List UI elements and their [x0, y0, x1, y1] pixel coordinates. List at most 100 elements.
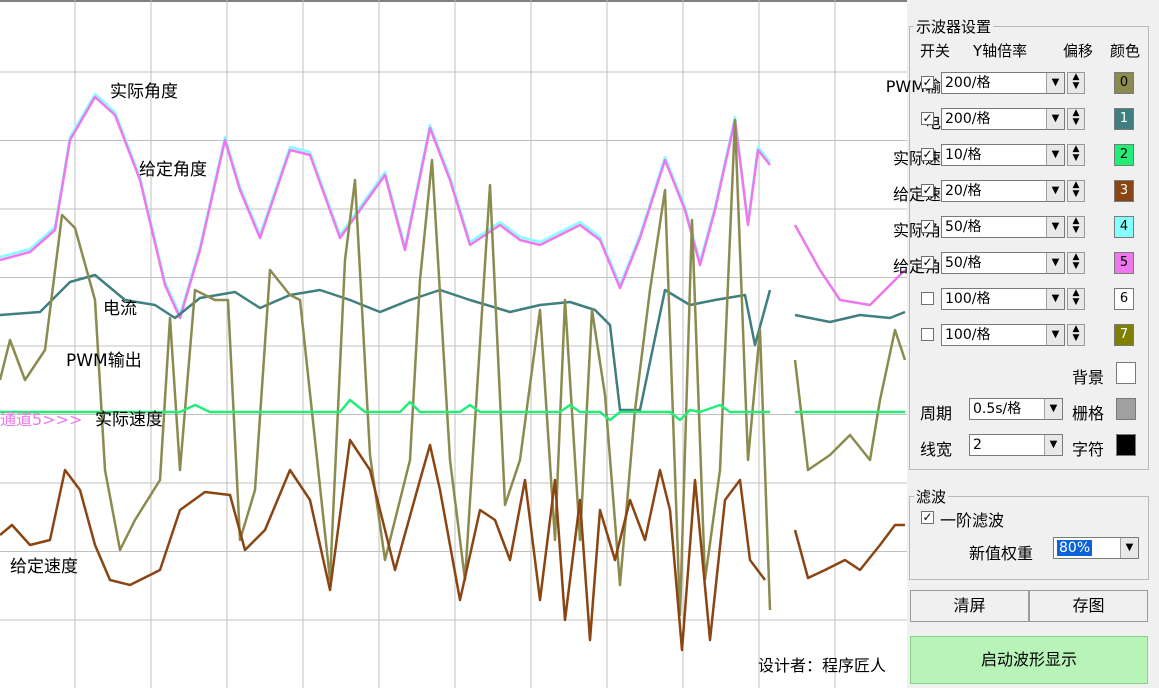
chevron-down-icon[interactable]: ▼: [1120, 538, 1138, 558]
channel-checkbox[interactable]: ✓: [921, 219, 934, 233]
filter-group: 滤波: [909, 486, 1149, 580]
waveform-canvas: [0, 0, 907, 688]
channel-checkbox[interactable]: ✓: [921, 255, 934, 269]
channel-checkbox[interactable]: [921, 328, 934, 341]
trace-given-speed: [0, 438, 766, 652]
spin-up-icon[interactable]: ▲: [1072, 324, 1080, 334]
channel-checkbox[interactable]: ✓: [921, 75, 934, 89]
chevron-down-icon[interactable]: ▼: [1044, 435, 1062, 455]
trace-label-actual-speed: 实际速度: [95, 410, 163, 430]
chevron-down-icon[interactable]: ▼: [1044, 399, 1062, 419]
filter-label: 一阶滤波: [940, 511, 1005, 530]
channel-scale-select[interactable]: 200/格 ▼: [941, 108, 1065, 130]
channel-scale-select[interactable]: 10/格 ▼: [941, 144, 1065, 166]
spin-down-icon[interactable]: ▼: [1072, 81, 1080, 91]
period-value: 0.5s/格: [973, 401, 1022, 417]
channel-color-swatch[interactable]: 4: [1114, 216, 1134, 238]
spin-down-icon[interactable]: ▼: [1072, 117, 1080, 127]
designer-credit: 设计者：程序匠人: [758, 656, 887, 675]
channel-scale-value: 100/格: [945, 327, 991, 343]
chevron-down-icon[interactable]: ▼: [1046, 217, 1064, 237]
channel-scale-select[interactable]: 50/格 ▼: [941, 216, 1065, 238]
spin-up-icon[interactable]: ▲: [1072, 144, 1080, 154]
trace-label-given-speed: 给定速度: [10, 557, 78, 577]
spin-down-icon[interactable]: ▼: [1072, 189, 1080, 199]
chevron-down-icon[interactable]: ▼: [1046, 73, 1064, 93]
offset-spinner[interactable]: ▲ ▼: [1067, 72, 1085, 94]
spin-up-icon[interactable]: ▲: [1072, 216, 1080, 226]
header-switch: 开关: [920, 42, 951, 60]
grid-color-swatch[interactable]: [1116, 398, 1136, 420]
channel-color-swatch[interactable]: 1: [1114, 108, 1134, 130]
top-border: [0, 0, 907, 2]
offset-spinner[interactable]: ▲ ▼: [1067, 324, 1085, 346]
clear-button[interactable]: 清屏: [910, 590, 1029, 622]
spin-down-icon[interactable]: ▼: [1072, 153, 1080, 163]
spin-up-icon[interactable]: ▲: [1072, 288, 1080, 298]
trace-given-angle: [793, 224, 906, 307]
spin-down-icon[interactable]: ▼: [1072, 261, 1080, 271]
save-image-button[interactable]: 存图: [1029, 590, 1148, 622]
channel-scale-value: 200/格: [945, 75, 991, 91]
channel-scale-select[interactable]: 50/格 ▼: [941, 252, 1065, 274]
spin-up-icon[interactable]: ▲: [1072, 252, 1080, 262]
channel-color-swatch[interactable]: 5: [1114, 252, 1134, 274]
start-waveform-button[interactable]: 启动波形显示: [910, 636, 1148, 684]
spin-up-icon[interactable]: ▲: [1072, 72, 1080, 82]
chevron-down-icon[interactable]: ▼: [1046, 325, 1064, 345]
channel-color-swatch[interactable]: 2: [1114, 144, 1134, 166]
channel-checkbox[interactable]: [921, 292, 934, 305]
channel-scale-select[interactable]: 20/格 ▼: [941, 180, 1065, 202]
linewidth-select[interactable]: 2 ▼: [969, 434, 1063, 456]
background-label: 背景: [1072, 368, 1105, 387]
channel-scale-select[interactable]: 200/格 ▼: [941, 72, 1065, 94]
chevron-down-icon[interactable]: ▼: [1046, 145, 1064, 165]
trace-given-speed: [793, 523, 905, 580]
spin-down-icon[interactable]: ▼: [1072, 297, 1080, 307]
grid-label: 栅格: [1072, 404, 1105, 423]
channel-scale-value: 200/格: [945, 111, 991, 127]
offset-spinner[interactable]: ▲ ▼: [1067, 180, 1085, 202]
chevron-down-icon[interactable]: ▼: [1046, 109, 1064, 129]
channel-color-swatch[interactable]: 3: [1114, 180, 1134, 202]
weight-value: 80%: [1057, 540, 1093, 556]
offset-spinner[interactable]: ▲ ▼: [1067, 216, 1085, 238]
scope-settings-group: 示波器设置: [909, 16, 1149, 470]
channel-color-swatch[interactable]: 0: [1114, 72, 1134, 94]
channel-color-swatch[interactable]: 6: [1114, 288, 1134, 310]
channel-scale-value: 50/格: [945, 219, 982, 235]
channel-checkbox[interactable]: ✓: [921, 147, 934, 161]
chevron-down-icon[interactable]: ▼: [1046, 181, 1064, 201]
offset-spinner[interactable]: ▲ ▼: [1067, 144, 1085, 166]
channel-scale-select[interactable]: 100/格 ▼: [941, 288, 1065, 310]
spin-down-icon[interactable]: ▼: [1072, 333, 1080, 343]
offset-spinner[interactable]: ▲ ▼: [1067, 108, 1085, 130]
spin-down-icon[interactable]: ▼: [1072, 225, 1080, 235]
font-color-label: 字符: [1072, 440, 1105, 459]
spin-up-icon[interactable]: ▲: [1072, 108, 1080, 118]
offset-spinner[interactable]: ▲ ▼: [1067, 252, 1085, 274]
channel-scale-value: 50/格: [945, 255, 982, 271]
chevron-down-icon[interactable]: ▼: [1046, 253, 1064, 273]
trace-current: [794, 310, 906, 324]
filter-checkbox[interactable]: ✓: [921, 510, 934, 524]
trace-label-channel5: 通道5>>>: [0, 410, 83, 429]
trace-label-actual-angle: 实际角度: [110, 82, 178, 102]
trace-actual-speed: [0, 398, 770, 422]
trace-pwm: [0, 118, 772, 617]
header-offset: 偏移: [1063, 42, 1094, 60]
offset-spinner[interactable]: ▲ ▼: [1067, 288, 1085, 310]
channel-checkbox[interactable]: ✓: [921, 111, 934, 125]
channel-checkbox[interactable]: ✓: [921, 183, 934, 197]
chevron-down-icon[interactable]: ▼: [1046, 289, 1064, 309]
period-select[interactable]: 0.5s/格 ▼: [969, 398, 1063, 420]
channel-scale-select[interactable]: 100/格 ▼: [941, 324, 1065, 346]
channel-color-swatch[interactable]: 7: [1114, 324, 1134, 346]
linewidth-value: 2: [973, 437, 982, 453]
weight-select[interactable]: 80% ▼: [1053, 537, 1139, 559]
linewidth-label: 线宽: [920, 440, 953, 459]
font-color-swatch[interactable]: [1116, 434, 1136, 456]
background-color-swatch[interactable]: [1116, 362, 1136, 384]
spin-up-icon[interactable]: ▲: [1072, 180, 1080, 190]
trace-given-angle: [0, 95, 771, 320]
